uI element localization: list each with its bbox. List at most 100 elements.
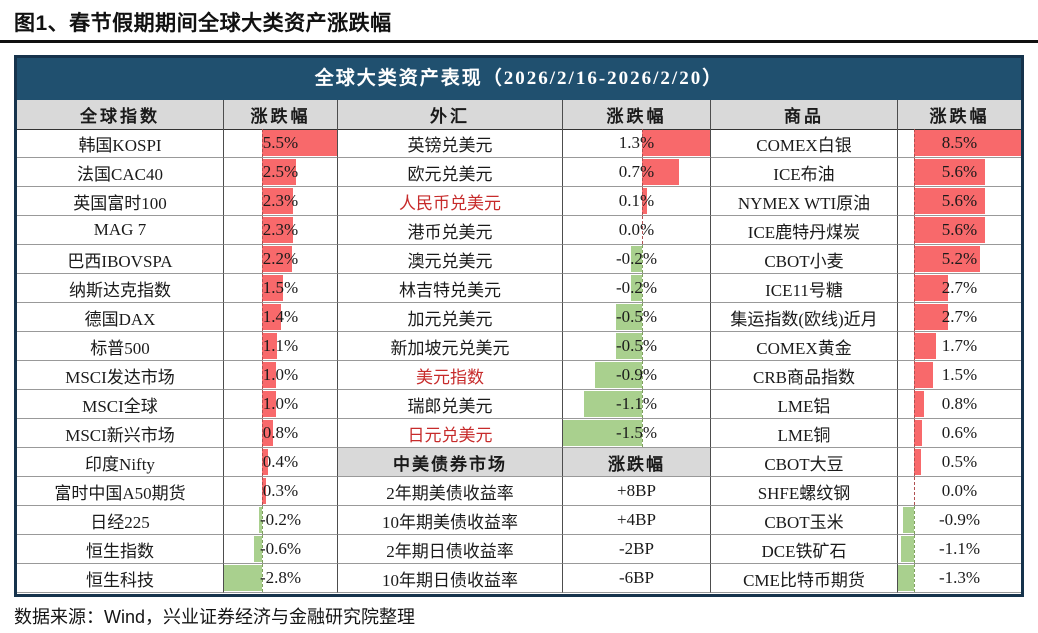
asset-name-cell: 法国CAC40 bbox=[17, 158, 224, 187]
asset-name-cell: CBOT玉米 bbox=[711, 506, 898, 535]
asset-name-cell: MAG 7 bbox=[17, 216, 224, 245]
bar-axis-line bbox=[641, 303, 643, 331]
bar-axis-line bbox=[914, 274, 916, 302]
bar-axis-line bbox=[262, 332, 264, 360]
bar-axis-line bbox=[914, 361, 916, 389]
positive-change-bar bbox=[641, 188, 647, 214]
bar-axis-line bbox=[914, 332, 916, 360]
positive-change-bar bbox=[262, 420, 273, 446]
column-header-fx-change: 涨跌幅 bbox=[563, 100, 711, 130]
asset-name-cell: 日经225 bbox=[17, 506, 224, 535]
change-value-cell: 0.3% bbox=[224, 477, 338, 506]
title-divider bbox=[0, 40, 1038, 43]
bar-axis-line bbox=[262, 216, 264, 244]
change-value-cell: 0.5% bbox=[898, 448, 1021, 477]
asset-name-cell: ICE鹿特丹煤炭 bbox=[711, 216, 898, 245]
asset-name-cell: COMEX白银 bbox=[711, 129, 898, 158]
change-value-cell: 1.4% bbox=[224, 303, 338, 332]
negative-change-bar bbox=[259, 507, 263, 533]
bond-section-header: 中美债券市场 bbox=[338, 448, 563, 477]
bar-axis-line bbox=[914, 477, 916, 505]
change-value-cell: -0.2% bbox=[563, 274, 711, 303]
bar-axis-line bbox=[914, 419, 916, 447]
asset-name-cell: 印度Nifty bbox=[17, 448, 224, 477]
bar-axis-line bbox=[641, 245, 643, 273]
change-value-cell: -1.1% bbox=[563, 390, 711, 419]
negative-change-bar bbox=[898, 565, 915, 591]
change-value-cell: +4BP bbox=[563, 506, 711, 535]
asset-name-cell: LME铜 bbox=[711, 419, 898, 448]
negative-change-bar bbox=[594, 362, 642, 388]
figure-title: 图1、春节假期期间全球大类资产涨跌幅 bbox=[14, 12, 392, 35]
asset-name-cell: 纳斯达克指数 bbox=[17, 274, 224, 303]
change-value-cell: 1.5% bbox=[898, 361, 1021, 390]
bar-axis-line bbox=[641, 216, 643, 244]
positive-change-bar bbox=[262, 159, 297, 185]
bar-axis-line bbox=[262, 303, 264, 331]
change-value-cell: -0.9% bbox=[898, 506, 1021, 535]
asset-name-cell: 美元指数 bbox=[338, 361, 563, 390]
change-value-cell: -2BP bbox=[563, 535, 711, 564]
positive-change-bar bbox=[641, 159, 679, 185]
asset-name-cell: 10年期美债收益率 bbox=[338, 506, 563, 535]
asset-name-cell: 英国富时100 bbox=[17, 187, 224, 216]
change-value-cell: 0.7% bbox=[563, 158, 711, 187]
change-value-cell: 0.8% bbox=[898, 390, 1021, 419]
change-value-cell: 5.5% bbox=[224, 129, 338, 158]
asset-name-cell: CBOT大豆 bbox=[711, 448, 898, 477]
bar-axis-line bbox=[641, 390, 643, 418]
bar-axis-line bbox=[262, 448, 264, 476]
positive-change-bar bbox=[914, 362, 934, 388]
negative-change-bar bbox=[584, 391, 642, 417]
asset-name-cell: 新加坡元兑美元 bbox=[338, 332, 563, 361]
asset-name-cell: 英镑兑美元 bbox=[338, 129, 563, 158]
positive-change-bar bbox=[914, 188, 985, 214]
column-header-commodities: 商品 bbox=[711, 100, 898, 130]
positive-change-bar bbox=[262, 217, 294, 243]
positive-change-bar bbox=[914, 304, 949, 330]
bar-axis-line bbox=[262, 361, 264, 389]
change-value-cell: 2.3% bbox=[224, 216, 338, 245]
negative-change-bar bbox=[224, 565, 263, 591]
negative-change-bar bbox=[631, 275, 642, 301]
bar-axis-line bbox=[914, 216, 916, 244]
asset-name-cell: ICE布油 bbox=[711, 158, 898, 187]
change-value-cell: 5.6% bbox=[898, 187, 1021, 216]
positive-change-bar bbox=[262, 130, 337, 156]
change-value-cell: 5.2% bbox=[898, 245, 1021, 274]
positive-change-bar bbox=[914, 333, 936, 359]
asset-name-cell: 标普500 bbox=[17, 332, 224, 361]
change-value-cell: 5.6% bbox=[898, 158, 1021, 187]
bar-axis-line bbox=[914, 448, 916, 476]
change-value-cell: -0.2% bbox=[224, 506, 338, 535]
bar-axis-line bbox=[641, 361, 643, 389]
asset-name-cell: 恒生指数 bbox=[17, 535, 224, 564]
change-value-cell: 5.6% bbox=[898, 216, 1021, 245]
positive-change-bar bbox=[914, 420, 922, 446]
change-value-cell: -0.2% bbox=[563, 245, 711, 274]
asset-name-cell: LME铝 bbox=[711, 390, 898, 419]
bar-axis-line bbox=[262, 390, 264, 418]
bar-axis-line bbox=[914, 535, 916, 563]
change-value-cell: 2.5% bbox=[224, 158, 338, 187]
bar-axis-line bbox=[914, 506, 916, 534]
asset-name-cell: ICE11号糖 bbox=[711, 274, 898, 303]
change-value-cell: -0.5% bbox=[563, 332, 711, 361]
positive-change-bar bbox=[914, 130, 1021, 156]
asset-name-cell: 2年期日债收益率 bbox=[338, 535, 563, 564]
asset-name-cell: 巴西IBOVSPA bbox=[17, 245, 224, 274]
positive-change-bar bbox=[262, 188, 294, 214]
positive-change-bar bbox=[914, 217, 985, 243]
change-value-cell: 0.0% bbox=[563, 216, 711, 245]
change-value-cell: 1.0% bbox=[224, 390, 338, 419]
change-value-cell: 2.2% bbox=[224, 245, 338, 274]
change-value-cell: 1.7% bbox=[898, 332, 1021, 361]
change-value-cell: 1.0% bbox=[224, 361, 338, 390]
change-value-cell: -0.9% bbox=[563, 361, 711, 390]
asset-name-cell: 恒生科技 bbox=[17, 564, 224, 593]
bond-section-change-header: 涨跌幅 bbox=[563, 448, 711, 477]
asset-name-cell: 德国DAX bbox=[17, 303, 224, 332]
asset-name-cell: NYMEX WTI原油 bbox=[711, 187, 898, 216]
change-value-cell: 2.3% bbox=[224, 187, 338, 216]
asset-name-cell: 港币兑美元 bbox=[338, 216, 563, 245]
